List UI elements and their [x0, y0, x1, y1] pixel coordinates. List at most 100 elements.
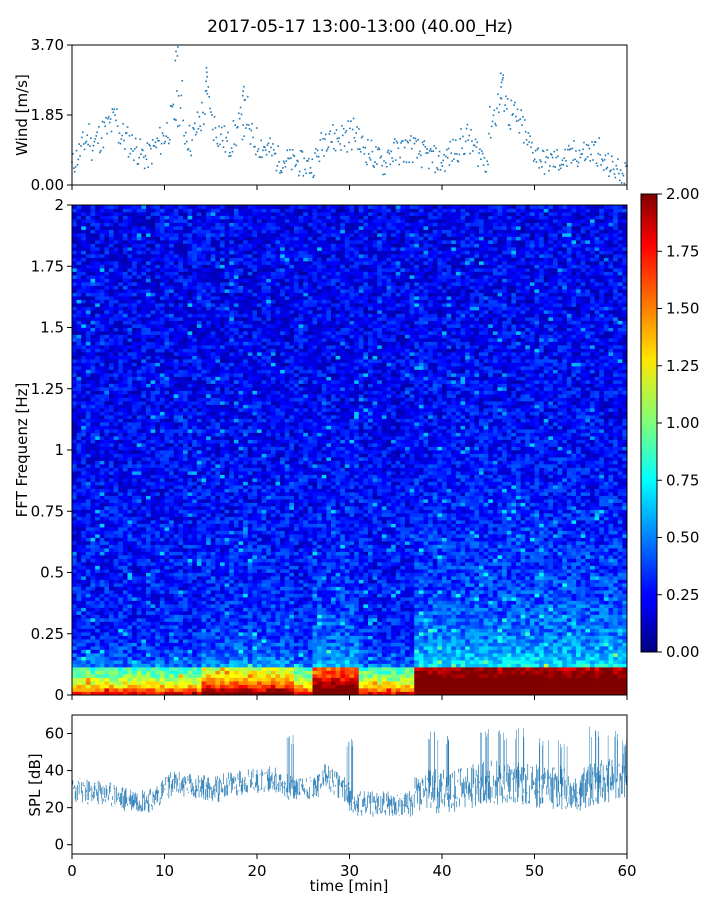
- spectrogram-cell: [196, 537, 202, 542]
- spectrogram-cell: [122, 684, 128, 689]
- wind-point: [448, 164, 451, 166]
- spectrogram-cell: [192, 296, 198, 300]
- wind-point: [539, 159, 541, 161]
- spectrogram-cell: [95, 632, 101, 636]
- spectrogram-cell: [150, 660, 156, 664]
- spectrogram-cell: [201, 341, 207, 346]
- spectrogram-cell: [206, 551, 212, 556]
- spectrogram-cell: [196, 499, 202, 503]
- spectrogram-cell: [155, 691, 161, 696]
- spectrogram-cell: [132, 285, 138, 290]
- spectrogram-cell: [141, 208, 147, 213]
- spectrogram-cell: [146, 215, 152, 220]
- spectrogram-cell: [118, 352, 124, 356]
- spectrogram-cell: [150, 324, 156, 328]
- spectrogram-cell: [76, 530, 82, 535]
- spectrogram-cell: [159, 660, 165, 664]
- spectrogram-cell: [113, 411, 119, 416]
- spectrogram-cell: [164, 611, 170, 615]
- spectrogram-cell: [183, 593, 189, 598]
- spectrogram-cell: [81, 278, 87, 283]
- spectrogram-cell: [109, 236, 115, 241]
- spectrogram-cell: [122, 586, 128, 591]
- spectrogram-cell: [113, 254, 119, 258]
- spectrogram-cell: [95, 551, 101, 556]
- spectrogram-cell: [164, 646, 170, 650]
- spectrogram-cell: [127, 264, 133, 269]
- spectrogram-cell: [90, 597, 96, 601]
- spectrogram-cell: [187, 541, 193, 545]
- spectrogram-cell: [164, 597, 170, 601]
- spectrogram-cell: [178, 376, 184, 381]
- spectrogram-cell: [109, 425, 115, 430]
- wind-point: [188, 124, 191, 127]
- spectrogram-cell: [201, 208, 207, 213]
- spectrogram-cell: [159, 352, 165, 356]
- spectrogram-cell: [169, 569, 175, 573]
- spectrogram-cell: [196, 327, 202, 332]
- spectrogram-cell: [90, 327, 96, 332]
- spectrogram-cell: [146, 310, 152, 314]
- spectrogram-cell: [196, 366, 202, 370]
- spectrogram-cell: [201, 243, 207, 248]
- spectrogram-cell: [164, 485, 170, 489]
- wind-point: [584, 158, 587, 160]
- spectrogram-cell: [76, 572, 82, 577]
- spectrogram-cell: [95, 257, 101, 262]
- spectrogram-cell: [109, 282, 115, 286]
- spectrogram-cell: [109, 667, 115, 671]
- spectrogram-cell: [122, 359, 128, 363]
- spectrogram-cell: [127, 534, 133, 538]
- spectrogram-cell: [136, 247, 142, 251]
- spectrogram-cell: [201, 250, 207, 255]
- spectrogram-cell: [122, 653, 128, 657]
- spectrogram-cell: [95, 324, 101, 328]
- spectrogram-cell: [81, 583, 87, 587]
- spectrogram-cell: [150, 240, 156, 244]
- wind-point: [277, 145, 280, 147]
- spectrogram-cell: [113, 341, 119, 346]
- wind-point: [440, 161, 443, 164]
- spectrogram-cell: [155, 467, 161, 472]
- spectrogram-cell: [169, 506, 175, 510]
- spectrogram-cell: [90, 639, 96, 643]
- spectrogram-cell: [95, 639, 101, 643]
- spectrogram-cell: [210, 478, 216, 482]
- spectrogram-cell: [118, 607, 124, 612]
- spectrogram-cell: [85, 303, 91, 307]
- spectrogram-cell: [173, 485, 179, 489]
- spectrogram-cell: [95, 565, 101, 570]
- spectrogram-cell: [104, 366, 110, 370]
- spectrogram-cell: [85, 240, 91, 244]
- spectrogram-cell: [122, 541, 128, 545]
- spectrogram-cell: [187, 460, 193, 465]
- spectrogram-cell: [146, 642, 152, 647]
- spectrogram-cell: [206, 296, 212, 300]
- wind-point: [123, 139, 125, 142]
- wind-point: [115, 119, 117, 122]
- spectrogram-cell: [150, 236, 156, 241]
- spectrogram-cell: [95, 331, 101, 335]
- wind-point: [493, 109, 496, 112]
- spectrogram-cell: [210, 642, 216, 647]
- spectrogram-cell: [159, 275, 165, 279]
- spectrogram-cell: [196, 492, 202, 496]
- spectrogram-cell: [90, 558, 96, 563]
- wind-point: [579, 156, 582, 159]
- spectrogram-cell: [150, 590, 156, 594]
- spectrogram-cell: [85, 453, 91, 458]
- wind-point: [432, 150, 435, 152]
- spectrogram-cell: [150, 338, 156, 342]
- spectrogram-cell: [201, 324, 207, 328]
- spectrogram-cell: [178, 495, 184, 500]
- wind-point: [481, 152, 484, 155]
- spectrogram-cell: [132, 464, 138, 468]
- spectrogram-cell: [164, 625, 170, 629]
- spectrogram-cell: [85, 362, 91, 367]
- spectrogram-cell: [122, 670, 128, 675]
- spectrogram-cell: [118, 359, 124, 363]
- spectrogram-cell: [76, 443, 82, 447]
- wind-point: [111, 108, 114, 110]
- wind-point: [319, 139, 322, 141]
- spectrogram-cell: [187, 502, 193, 507]
